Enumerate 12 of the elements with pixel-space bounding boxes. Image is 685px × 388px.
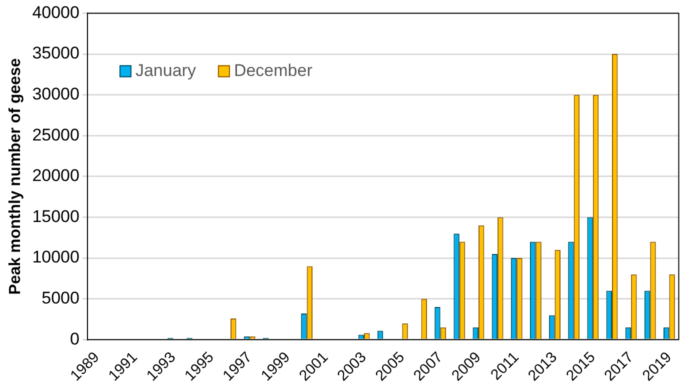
y-axis-title: Peak monthly number of geese [7,58,24,295]
legend-label: December [234,60,313,80]
y-tick-label: 20000 [32,166,80,186]
y-tick-label: 30000 [32,84,80,104]
y-tick-label: 25000 [32,125,80,144]
y-tick-label: 40000 [32,2,80,22]
legend-label: January [135,60,196,80]
y-tick-label: 35000 [32,44,80,63]
y-tick-label: 5000 [42,288,80,308]
y-tick-label: 10000 [32,248,80,267]
y-tick-label: 0 [70,329,80,348]
y-tick-label: 15000 [32,206,80,226]
